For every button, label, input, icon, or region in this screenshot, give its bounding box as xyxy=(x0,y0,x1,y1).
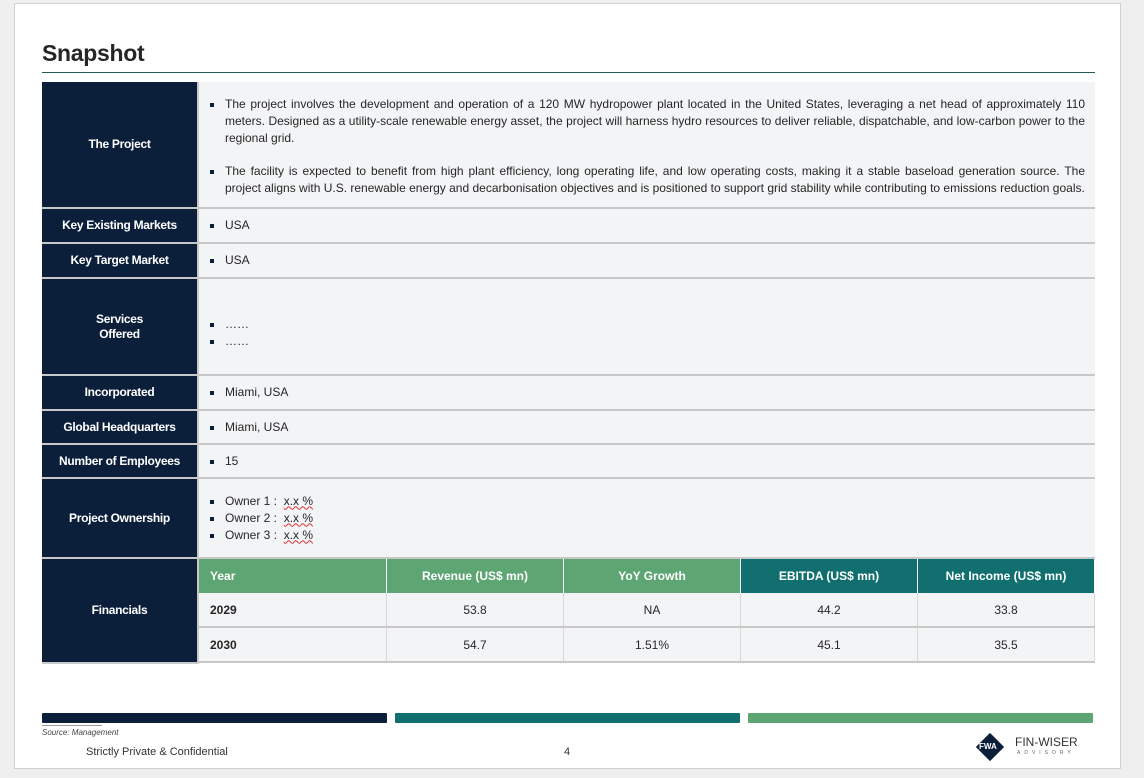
owner-item: Owner 1 : x.x % xyxy=(225,493,1085,510)
logo-name: FIN-WISER xyxy=(1015,735,1078,749)
row-ownership: Project Ownership Owner 1 : x.x % Owner … xyxy=(42,479,1095,559)
col-header: Revenue (US$ mn) xyxy=(387,559,564,593)
row-value: USA xyxy=(225,218,250,232)
row-headquarters: Global Headquarters Miami, USA xyxy=(42,411,1095,445)
cell: NA xyxy=(564,593,741,626)
col-header: Net Income (US$ mn) xyxy=(918,559,1095,593)
col-header: YoY Growth xyxy=(564,559,741,593)
table-row: 2029 53.8 NA 44.2 33.8 xyxy=(199,593,1095,628)
row-label: Incorporated xyxy=(42,376,199,411)
cell: 54.7 xyxy=(387,628,564,661)
table-row: 2030 54.7 1.51% 45.1 35.5 xyxy=(199,628,1095,663)
financials-header: Year Revenue (US$ mn) YoY Growth EBITDA … xyxy=(199,559,1095,593)
row-financials: Financials Year Revenue (US$ mn) YoY Gro… xyxy=(42,559,1095,664)
row-incorporated: Incorporated Miami, USA xyxy=(42,376,1095,411)
logo-subtitle: ADVISORY xyxy=(1017,750,1075,756)
owner-pct: x.x % xyxy=(283,510,314,525)
row-value: 15 xyxy=(225,453,239,468)
row-target-market: Key Target Market USA xyxy=(42,244,1095,279)
row-label: Global Headquarters xyxy=(42,411,199,445)
cell: 1.51% xyxy=(564,628,741,661)
row-the-project: The Project The project involves the dev… xyxy=(42,82,1095,209)
row-label: Project Ownership xyxy=(42,479,199,559)
footer-bar-teal xyxy=(395,713,740,723)
row-employees: Number of Employees 15 xyxy=(42,445,1095,479)
label-line: Offered xyxy=(99,326,140,341)
footer-bar-navy xyxy=(42,713,387,723)
cell: 53.8 xyxy=(387,593,564,626)
cell: 2030 xyxy=(199,628,387,661)
source-note: Source: Management xyxy=(42,728,119,737)
fin-wiser-logo: FWA FIN-WISER ADVISORY xyxy=(975,732,1091,762)
cell: 2029 xyxy=(199,593,387,626)
title-divider xyxy=(42,72,1095,73)
owner-pct: x.x % xyxy=(283,527,314,542)
financials-table: Year Revenue (US$ mn) YoY Growth EBITDA … xyxy=(199,559,1095,664)
label-line: Services xyxy=(96,311,143,326)
project-bullet: The project involves the development and… xyxy=(225,97,1085,145)
cell: 35.5 xyxy=(918,628,1095,661)
logo-mark: FWA xyxy=(979,742,997,751)
row-services: Services Offered …… …… xyxy=(42,279,1095,376)
page-title: Snapshot xyxy=(42,40,145,66)
col-header: Year xyxy=(199,559,387,593)
row-label: Key Existing Markets xyxy=(42,209,199,244)
row-label: Services Offered xyxy=(42,279,199,376)
row-label: Number of Employees xyxy=(42,445,199,479)
row-value: USA xyxy=(225,253,250,267)
row-value: Miami, USA xyxy=(225,385,289,399)
footer-bar-green xyxy=(748,713,1093,723)
row-value: Miami, USA xyxy=(225,419,289,434)
project-bullet: The facility is expected to benefit from… xyxy=(225,164,1085,195)
service-item: …… xyxy=(225,316,249,331)
cell: 45.1 xyxy=(741,628,918,661)
service-item: …… xyxy=(225,333,249,348)
row-label: The Project xyxy=(42,82,199,209)
cell: 44.2 xyxy=(741,593,918,626)
owner-pct: x.x % xyxy=(283,493,314,508)
owner-name: Owner 3 : xyxy=(225,527,278,542)
cell: 33.8 xyxy=(918,593,1095,626)
owner-item: Owner 2 : x.x % xyxy=(225,510,1085,527)
owner-name: Owner 1 : xyxy=(225,493,278,508)
confidential-note: Strictly Private & Confidential xyxy=(86,746,228,758)
page-number: 4 xyxy=(564,746,571,758)
row-label: Financials xyxy=(42,559,199,664)
row-existing-markets: Key Existing Markets USA xyxy=(42,209,1095,244)
owner-name: Owner 2 : xyxy=(225,510,278,525)
source-rule xyxy=(42,725,102,726)
row-label: Key Target Market xyxy=(42,244,199,279)
owner-item: Owner 3 : x.x % xyxy=(225,527,1085,544)
col-header: EBITDA (US$ mn) xyxy=(741,559,918,593)
